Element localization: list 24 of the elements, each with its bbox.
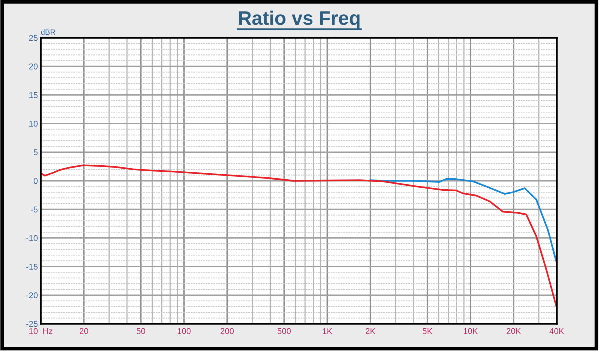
y-tick-label: 5: [34, 150, 38, 156]
y-tick-label: 0: [34, 178, 38, 184]
y-tick-label: 25: [29, 35, 38, 42]
x-tick-label: 1K: [323, 328, 333, 334]
y-tick-label: -5: [31, 206, 38, 213]
x-tick-label: 20K: [506, 328, 522, 334]
x-tick-label: 10 Hz: [30, 328, 53, 334]
y-tick-label: 15: [30, 92, 38, 98]
y-tick-label: -25: [26, 321, 38, 328]
x-tick-label: 40K: [550, 328, 564, 334]
x-tick-label: 2K: [366, 328, 376, 334]
y-tick-label: -10: [26, 235, 38, 242]
y-tick-label: -20: [26, 292, 38, 298]
y-tick-label: 10: [30, 121, 38, 127]
x-tick-label: 5K: [422, 328, 433, 334]
y-tick-label: 20: [29, 64, 38, 70]
x-tick-label: 50: [136, 328, 146, 334]
x-tick-label: 500: [278, 328, 292, 334]
x-tick-label: 20: [80, 328, 88, 334]
x-tick-label: 100: [178, 328, 191, 334]
y-tick-label: -15: [26, 264, 38, 270]
x-tick-label: 200: [220, 328, 234, 334]
chart-title: Ratio vs Freq: [239, 10, 360, 30]
x-tick-label: 10K: [464, 328, 478, 334]
